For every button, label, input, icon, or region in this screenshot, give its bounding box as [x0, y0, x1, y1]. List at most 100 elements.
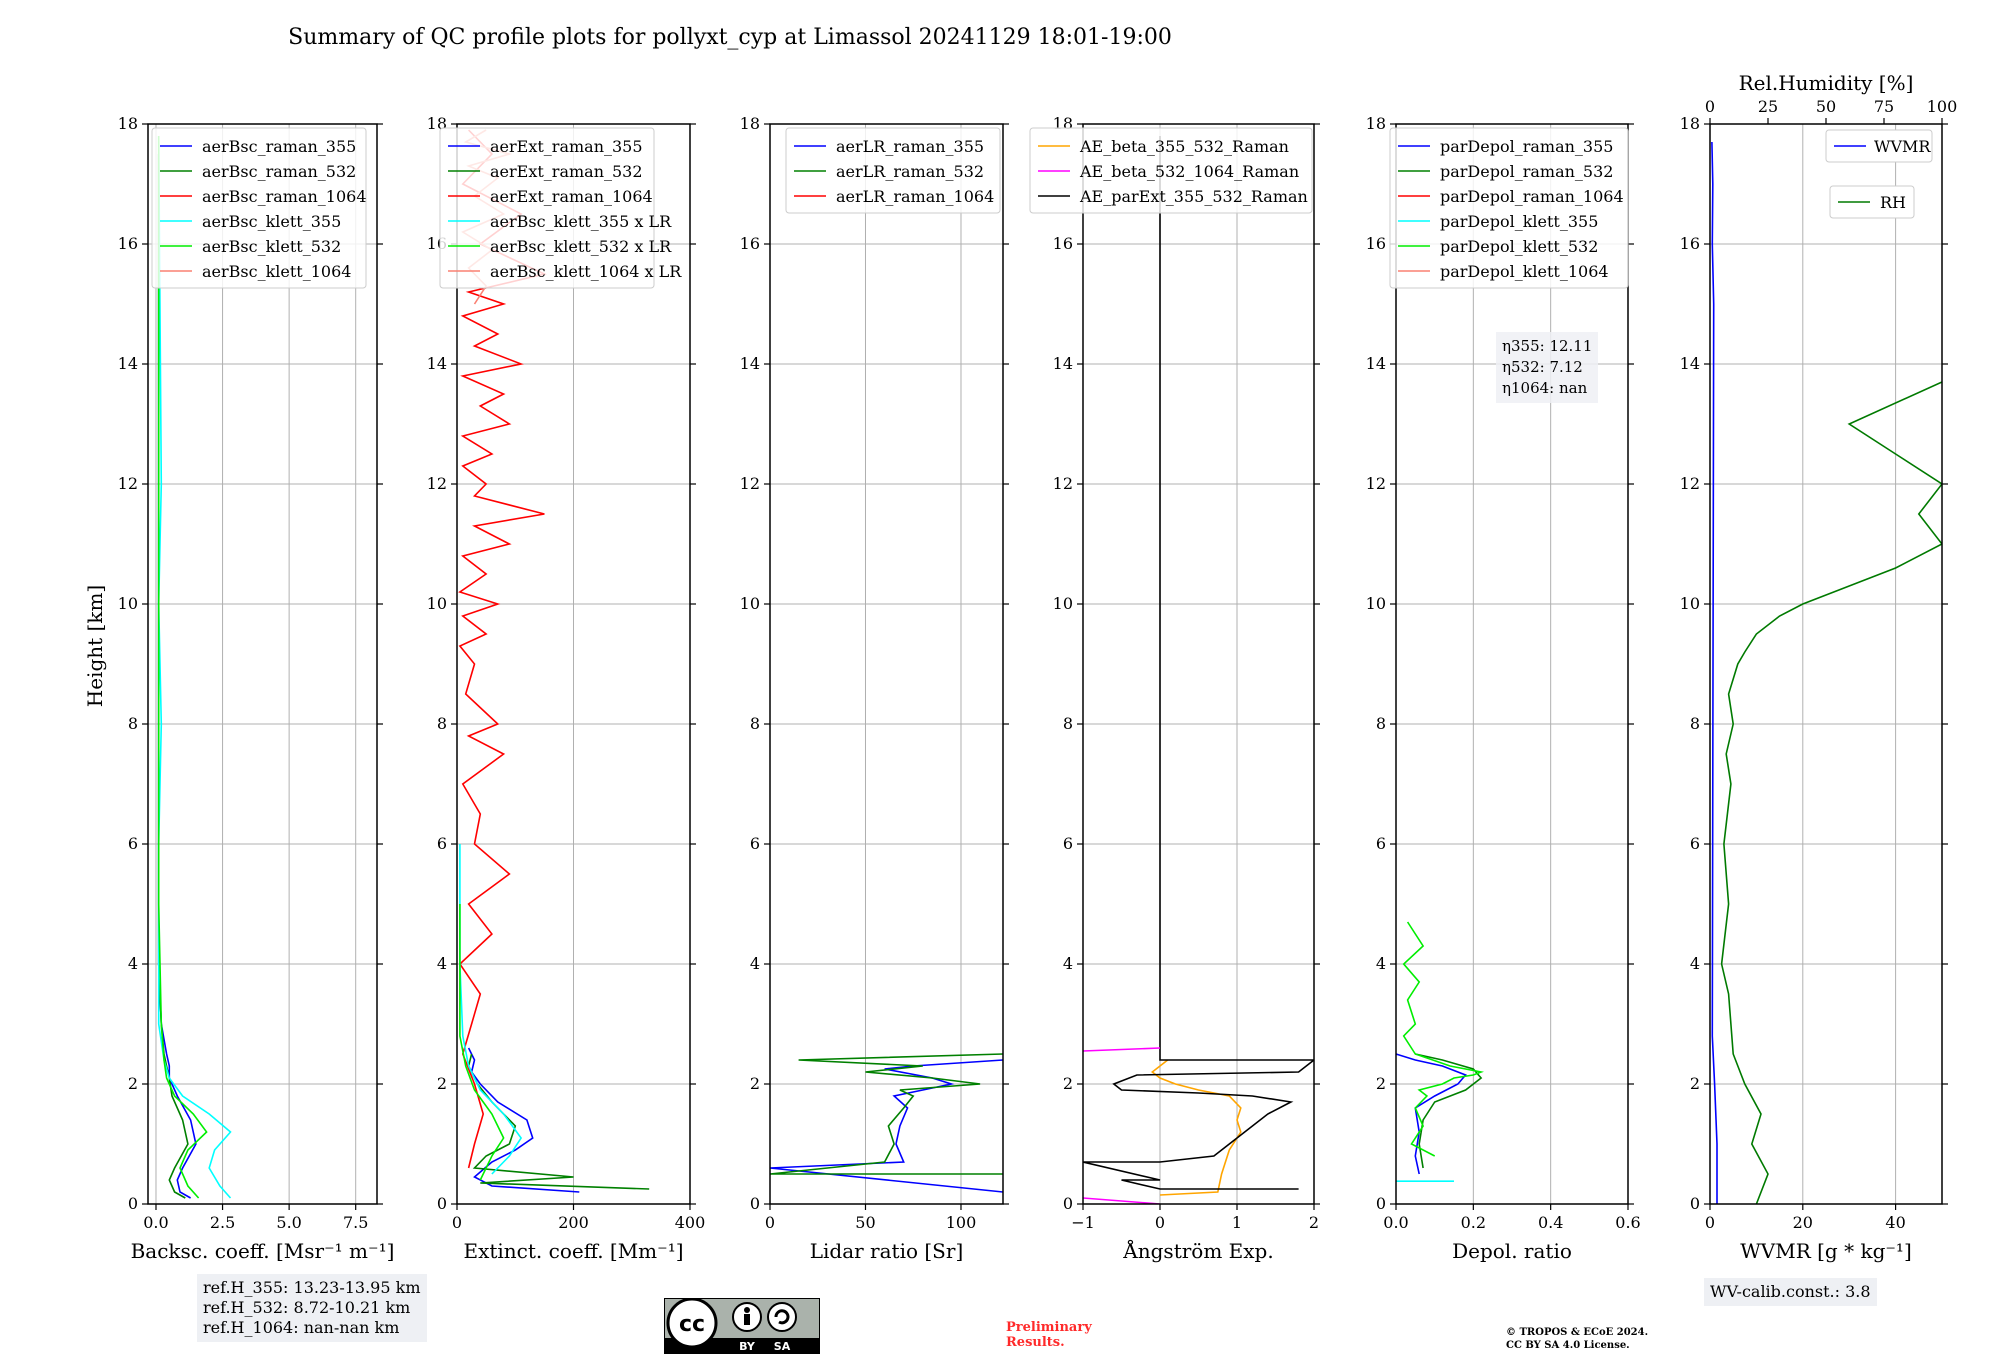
legend-label: aerExt_raman_1064	[490, 187, 653, 206]
series-line-aerBsc-klett-532	[157, 136, 208, 1199]
x-axis-label: Backsc. coeff. [Msr⁻¹ m⁻¹]	[131, 1239, 395, 1263]
panel-backscatter: 0.0 2.5 5.0 7.5 0 2 4 6 8 10 12 14 16 18 Backsc. coeff…	[118, 114, 395, 1263]
y-tick-label: 12	[1366, 474, 1386, 493]
y-tick-label: 10	[1680, 594, 1700, 613]
y-tick-label: 18	[1680, 114, 1700, 133]
y-tick-label: 14	[1366, 354, 1386, 373]
y-tick-label: 10	[740, 594, 760, 613]
y-tick-label: 12	[1053, 474, 1073, 493]
by-person-head	[744, 1307, 750, 1313]
panel-frame	[147, 123, 378, 1205]
x-tick-label: 0	[1155, 1213, 1165, 1232]
legend-label: parDepol_raman_532	[1440, 162, 1613, 181]
x-axis-label: Lidar ratio [Sr]	[810, 1239, 964, 1263]
eta-1064: η1064: nan	[1502, 379, 1588, 397]
y-tick-label: 10	[427, 594, 447, 613]
y-tick-label: 6	[1376, 834, 1386, 853]
y-tick-label: 6	[1063, 834, 1073, 853]
x-tick-label: 7.5	[343, 1213, 368, 1232]
y-tick-label: 16	[740, 234, 760, 253]
y-tick-label: 4	[1376, 954, 1386, 973]
panel-lidar_ratio: 0 50 100 0 2 4 6 8 10 12 14 16 18 Lidar ratio [Sr] aer…	[740, 114, 1009, 1263]
legend-frame	[439, 127, 655, 289]
ref-height-box: ref.H_355: 13.23-13.95 km ref.H_532: 8.7…	[197, 1274, 427, 1342]
figure-title: Summary of QC profile plots for pollyxt_…	[288, 25, 1172, 50]
series-line-aerLR-raman-532	[770, 1053, 1003, 1175]
x-axis-label: WVMR [g * kg⁻¹]	[1740, 1239, 1912, 1263]
y-tick-label: 12	[740, 474, 760, 493]
legend-label: aerBsc_klett_1064	[202, 262, 351, 281]
legend-label: aerLR_raman_355	[836, 137, 984, 156]
series-line-AE-beta-532-1064-Raman-upper	[1083, 1047, 1161, 1052]
legend-angstrom: AE_beta_355_532_Raman AE_beta_532_1064_Ra…	[1029, 127, 1313, 214]
y-tick-label: 18	[1366, 114, 1386, 133]
sa-arrow-icon	[774, 1309, 790, 1325]
y-tick-label: 12	[1680, 474, 1700, 493]
y-tick-label: 2	[750, 1074, 760, 1093]
ref-height-532: ref.H_532: 8.72-10.21 km	[203, 1298, 411, 1317]
y-tick-label: 10	[1053, 594, 1073, 613]
y-tick-label: 8	[128, 714, 138, 733]
legend-wvmr: WVMR	[1825, 129, 1933, 163]
y-tick-label: 8	[1376, 714, 1386, 733]
y-tick-label: 6	[128, 834, 138, 853]
cc-by-label: BY	[739, 1340, 756, 1353]
y-tick-label: 16	[1053, 234, 1073, 253]
x-tick-label: 0	[1705, 1213, 1715, 1232]
y-tick-label: 4	[1063, 954, 1073, 973]
legend-label: RH	[1880, 193, 1906, 212]
cc-by-sa-badge: cc BY SA	[664, 1298, 820, 1354]
legend-label: AE_beta_532_1064_Raman	[1079, 162, 1299, 181]
y-tick-label: 4	[128, 954, 138, 973]
y-tick-label: 8	[1690, 714, 1700, 733]
y-tick-label: 2	[437, 1074, 447, 1093]
y-tick-label: 8	[750, 714, 760, 733]
panel-frame	[769, 123, 1004, 1205]
legend-label: aerBsc_raman_355	[202, 137, 356, 156]
y-tick-label: 2	[128, 1074, 138, 1093]
legend-label: WVMR	[1874, 137, 1931, 156]
y-tick-label: 2	[1063, 1074, 1073, 1093]
legend-label: aerLR_raman_1064	[836, 187, 994, 206]
y-tick-label: 2	[1690, 1074, 1700, 1093]
y-tick-label: 16	[118, 234, 138, 253]
y-tick-label: 0	[1063, 1194, 1073, 1213]
legend-label: parDepol_klett_355	[1440, 212, 1598, 231]
panel-depol: 0.0 0.2 0.4 0.6 0 2 4 6 8 10 12 14 16 18 Depol. ratio p…	[1366, 114, 1641, 1263]
wv-calib-box: WV-calib.const.: 3.8	[1704, 1278, 1877, 1306]
cc-logo-icon	[666, 1298, 718, 1349]
y-tick-label: 18	[740, 114, 760, 133]
y-tick-label: 8	[1063, 714, 1073, 733]
y-tick-label: 6	[1690, 834, 1700, 853]
y-tick-label: 6	[437, 834, 447, 853]
series-line-aerBsc-klett-355	[157, 135, 232, 1199]
x-tick-label: 2.5	[210, 1213, 235, 1232]
x-tick-label: 0	[452, 1213, 462, 1232]
legend-label: AE_beta_355_532_Raman	[1079, 137, 1289, 156]
cc-logo-text: cc	[679, 1312, 705, 1337]
x-tick-label: 0.4	[1538, 1213, 1563, 1232]
x2-tick-label: 100	[1927, 97, 1958, 116]
y-tick-label: 10	[118, 594, 138, 613]
y-axis-label: Height [km]	[83, 585, 107, 707]
legend-label: aerBsc_raman_1064	[202, 187, 367, 206]
legend-label: aerBsc_klett_1064 x LR	[490, 262, 682, 281]
legend-label: aerLR_raman_532	[836, 162, 984, 181]
panel-frame	[1082, 123, 1315, 1205]
y-tick-label: 8	[437, 714, 447, 733]
legend-extinction: aerExt_raman_355 aerExt_raman_532 aerExt_r…	[439, 127, 682, 289]
cc-sa-label: SA	[774, 1340, 791, 1353]
legend-label: aerExt_raman_355	[490, 137, 643, 156]
x-axis-label: Depol. ratio	[1452, 1239, 1572, 1263]
x-tick-label: 0	[765, 1213, 775, 1232]
legend-label: parDepol_raman_355	[1440, 137, 1613, 156]
panel-frame	[1709, 123, 1943, 1205]
y-tick-label: 14	[1680, 354, 1700, 373]
x-tick-label: 0.0	[143, 1213, 168, 1232]
legend-label: aerBsc_klett_355 x LR	[490, 212, 672, 231]
y-tick-label: 14	[427, 354, 447, 373]
series-line-AE-beta-355-532-Raman	[1150, 1059, 1242, 1196]
legend-rh: RH	[1829, 185, 1915, 219]
series-line-aerExt-raman-355	[467, 1047, 580, 1193]
